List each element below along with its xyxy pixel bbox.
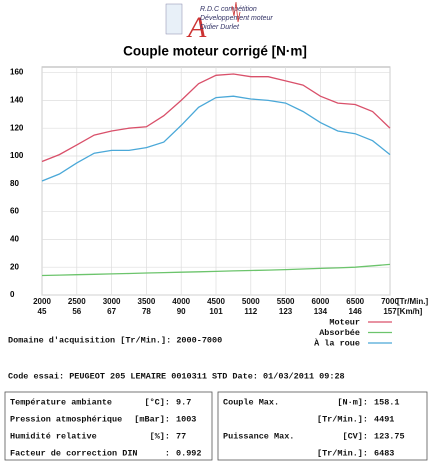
- row-label: Puissance Max.: [223, 431, 294, 441]
- series-line: [41, 263, 391, 277]
- test-code: Code essai: PEUGEOT 205 LEMAIRE 0010311 …: [8, 371, 345, 381]
- logo-badge: [165, 3, 183, 35]
- row-label: Pression atmosphérique: [10, 414, 122, 424]
- row-label: Température ambiante: [10, 397, 112, 407]
- x2-unit: [Km/h]: [397, 307, 423, 316]
- x2-tick-label: 45: [38, 307, 47, 316]
- row-unit: [°C]:: [144, 397, 170, 407]
- y-tick-label: 160: [10, 68, 24, 77]
- chart-title: Couple moteur corrigé [N·m]: [123, 44, 307, 59]
- row-unit: [mBar]:: [134, 414, 170, 424]
- legend-label: À la roue: [314, 337, 360, 348]
- series-line: [41, 73, 391, 163]
- x-tick-label: 5000: [242, 297, 260, 306]
- row-value: 1003: [176, 414, 196, 424]
- row-unit: [N·m]:: [337, 397, 368, 407]
- logo: A R.D.C compétition Développement moteur…: [165, 1, 273, 44]
- x2-tick-label: 134: [314, 307, 328, 316]
- x2-tick-label: 157: [383, 307, 397, 316]
- x2-tick-label: 123: [279, 307, 293, 316]
- row-unit: [Tr/Min.]:: [317, 414, 368, 424]
- x-tick-label: 4500: [207, 297, 225, 306]
- row-unit: :: [165, 448, 170, 458]
- x-unit: [Tr/Min.]: [397, 297, 428, 306]
- y-tick-label: 140: [10, 95, 24, 104]
- x-tick-label: 3500: [138, 297, 156, 306]
- row-value: 158.1: [374, 397, 400, 407]
- row-value: 6483: [374, 448, 394, 458]
- row-unit: [CV]:: [342, 431, 368, 441]
- row-label: Couple Max.: [223, 397, 279, 407]
- y-tick-label: 20: [10, 262, 19, 271]
- y-tick-label: 60: [10, 207, 19, 216]
- x-tick-label: 2500: [68, 297, 86, 306]
- legend-label: Absorbée: [319, 328, 360, 338]
- y-tick-label: 0: [10, 290, 15, 299]
- row-value: 9.7: [176, 397, 191, 407]
- y-tick-label: 40: [10, 234, 19, 243]
- x-tick-label: 6000: [312, 297, 330, 306]
- series-line: [41, 95, 391, 182]
- acquisition: Domaine d'acquisition [Tr/Min.]: 2000-70…: [8, 335, 222, 345]
- x-tick-label: 5500: [277, 297, 295, 306]
- x2-tick-label: 101: [209, 307, 223, 316]
- row-value: 77: [176, 431, 186, 441]
- x2-tick-label: 112: [244, 307, 257, 316]
- x2-tick-label: 146: [349, 307, 363, 316]
- y-tick-label: 100: [10, 151, 24, 160]
- x-tick-label: 4000: [172, 297, 190, 306]
- x-tick-label: 2000: [33, 297, 51, 306]
- row-unit: [%]:: [150, 431, 170, 441]
- x2-tick-label: 56: [72, 307, 81, 316]
- row-value: 4491: [374, 414, 394, 424]
- logo-wave: [231, 1, 241, 23]
- x-tick-label: 7000: [381, 297, 399, 306]
- x2-tick-label: 90: [177, 307, 186, 316]
- row-value: 0.992: [176, 448, 202, 458]
- results-box: [217, 391, 428, 461]
- logo-text: Didier Durlet: [200, 24, 240, 31]
- row-value: 123.75: [374, 431, 405, 441]
- x2-tick-label: 78: [142, 307, 151, 316]
- legend-label: Moteur: [329, 317, 360, 327]
- y-tick-label: 80: [10, 179, 19, 188]
- logo-letter: A: [186, 11, 207, 44]
- conditions-box: [4, 391, 213, 461]
- row-unit: [Tr/Min.]:: [317, 448, 368, 458]
- x-tick-label: 3000: [103, 297, 121, 306]
- logo-text: R.D.C compétition: [200, 6, 257, 13]
- x2-tick-label: 67: [107, 307, 116, 316]
- row-label: Facteur de correction DIN: [10, 448, 138, 458]
- x-tick-label: 6500: [346, 297, 364, 306]
- logo-text: Développement moteur: [200, 15, 273, 22]
- row-label: Humidité relative: [10, 431, 97, 441]
- y-tick-label: 120: [10, 123, 24, 132]
